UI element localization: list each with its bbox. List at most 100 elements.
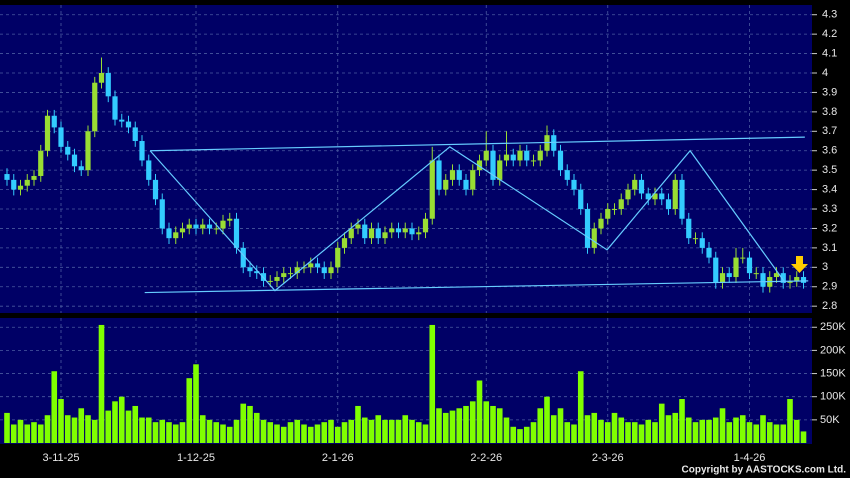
volume-bar bbox=[213, 422, 220, 443]
candle-body bbox=[213, 228, 219, 230]
candle-body bbox=[625, 189, 631, 200]
volume-bar bbox=[760, 415, 766, 443]
volume-bar bbox=[166, 422, 172, 443]
volume-bar bbox=[58, 399, 64, 443]
volume-bar bbox=[341, 422, 348, 443]
y-tick-label: 4.1 bbox=[822, 47, 837, 59]
candle-body bbox=[314, 263, 321, 268]
y-tick-label: 4 bbox=[822, 67, 828, 79]
y-tick-label: 4.3 bbox=[822, 9, 837, 21]
volume-bar bbox=[658, 403, 665, 443]
volume-bar bbox=[550, 415, 557, 443]
candle-body bbox=[267, 280, 273, 282]
candle-body bbox=[584, 209, 591, 248]
candle-body bbox=[638, 179, 645, 194]
candle-body bbox=[139, 141, 145, 161]
candle-body bbox=[800, 277, 807, 283]
candle-body bbox=[328, 267, 334, 274]
volume-bar bbox=[645, 419, 652, 443]
volume-bar bbox=[496, 408, 503, 443]
volume-bar bbox=[503, 417, 510, 443]
candle-body bbox=[449, 170, 456, 180]
volume-bar bbox=[746, 422, 753, 443]
volume-bar bbox=[226, 426, 233, 443]
candle-body bbox=[706, 247, 712, 258]
candle-body bbox=[389, 228, 395, 233]
volume-bar bbox=[260, 419, 267, 443]
volume-bar bbox=[280, 426, 287, 443]
volume-bar bbox=[321, 422, 328, 443]
volume-bar bbox=[577, 371, 584, 443]
y-tick-label: 3.5 bbox=[822, 164, 837, 176]
candle-body bbox=[443, 179, 449, 190]
volume-bar bbox=[24, 424, 31, 443]
volume-bar bbox=[348, 419, 355, 443]
candle-body bbox=[281, 273, 287, 278]
arrow bbox=[791, 256, 808, 273]
candle-body bbox=[740, 257, 746, 259]
candle-body bbox=[166, 228, 172, 239]
x-tick-label: 2-1-26 bbox=[322, 452, 354, 464]
volume-bar bbox=[739, 415, 746, 443]
volume-bar bbox=[476, 380, 483, 443]
y-tick-label: 3.9 bbox=[822, 86, 837, 98]
candle-body bbox=[78, 166, 84, 171]
candle-body bbox=[611, 209, 618, 211]
candle-body bbox=[476, 160, 483, 171]
y-tick-label: 100K bbox=[820, 391, 846, 403]
copyright: Copyright by AASTOCKS.com Ltd. bbox=[682, 465, 847, 476]
candle-body bbox=[247, 267, 253, 272]
candle-body bbox=[402, 228, 408, 233]
volume-bar bbox=[4, 412, 10, 443]
volume-bar bbox=[118, 396, 125, 443]
candle-body bbox=[395, 228, 402, 233]
candle-body bbox=[645, 193, 651, 200]
volume-bar bbox=[267, 422, 274, 443]
volume-bar bbox=[44, 415, 51, 443]
candle-body bbox=[132, 127, 138, 142]
candle-body bbox=[618, 199, 624, 210]
volume-bar bbox=[571, 424, 577, 443]
candle-body bbox=[146, 160, 152, 180]
candle-body bbox=[422, 218, 429, 233]
candle-body bbox=[233, 218, 240, 248]
volume-bar bbox=[253, 412, 260, 443]
candle-body bbox=[186, 224, 192, 229]
candle-body bbox=[672, 179, 678, 210]
plot-layer: 2.8 2.9 3 3.1 3.2 3.3 3.4 3.5 3.6 3.7 3.8 3.9 4 4.1 4.… bbox=[0, 5, 846, 464]
volume-bar bbox=[199, 415, 206, 443]
y-tick-label: 3.7 bbox=[822, 125, 837, 137]
candle-body bbox=[58, 127, 64, 147]
y-tick-label: 3.2 bbox=[822, 222, 837, 234]
candle-body bbox=[632, 179, 638, 190]
volume-bar bbox=[456, 408, 463, 443]
candle-body bbox=[341, 238, 348, 248]
volume-bar bbox=[604, 422, 611, 443]
volume-bar bbox=[618, 417, 625, 443]
volume-bar bbox=[537, 408, 544, 443]
y-tick-label: 3.8 bbox=[822, 106, 837, 118]
candle-body bbox=[105, 73, 111, 97]
candle-body bbox=[71, 154, 78, 167]
volume-bar bbox=[382, 419, 388, 443]
candle-body bbox=[355, 224, 361, 229]
candle-body bbox=[287, 273, 294, 275]
x-tick-label: 1-4-26 bbox=[734, 452, 766, 464]
volume-bar bbox=[105, 410, 112, 443]
candle-body bbox=[24, 179, 30, 186]
candle-body bbox=[571, 179, 577, 190]
volume-bar bbox=[206, 419, 213, 443]
y-tick-label: 4.2 bbox=[822, 28, 837, 40]
volume-bar bbox=[652, 422, 658, 443]
volume-bar bbox=[71, 417, 78, 443]
candle-body bbox=[17, 185, 24, 190]
candle-body bbox=[557, 150, 564, 171]
volume-bar bbox=[564, 422, 571, 443]
candle-body bbox=[591, 228, 597, 248]
candle-body bbox=[773, 273, 780, 278]
volume-bar bbox=[793, 419, 800, 443]
volume-bar bbox=[186, 378, 193, 443]
volume-bar bbox=[37, 424, 44, 443]
volume-bar bbox=[780, 424, 787, 443]
